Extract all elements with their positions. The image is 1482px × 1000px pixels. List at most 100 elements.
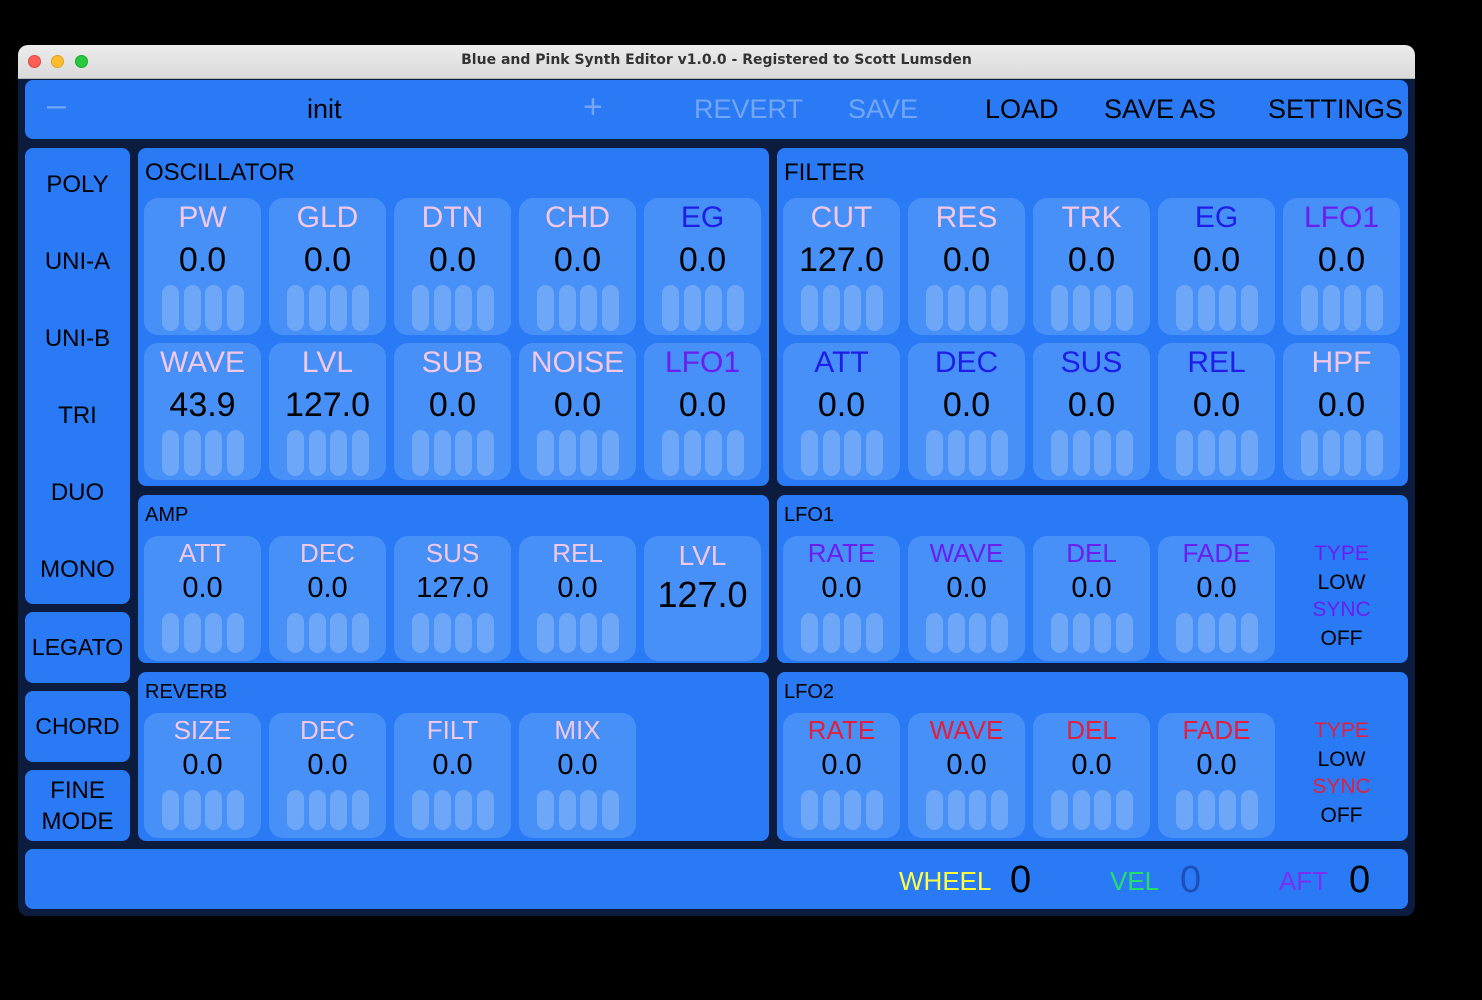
fine-step-bar[interactable] [1072, 285, 1090, 331]
osc-dtn-knob[interactable]: DTN 0.0 [394, 198, 511, 335]
fine-step-bar[interactable] [205, 430, 223, 476]
fine-step-bar[interactable] [1197, 430, 1215, 476]
filter-eg-fine-bars[interactable] [1176, 285, 1258, 331]
lfo1-fade-knob[interactable]: FADE 0.0 [1158, 536, 1275, 661]
osc-sub-fine-bars[interactable] [412, 430, 494, 476]
osc-chd-knob[interactable]: CHD 0.0 [519, 198, 636, 335]
mode-mono-button[interactable]: MONO [40, 556, 115, 583]
fine-step-bar[interactable] [1219, 285, 1237, 331]
fine-step-bar[interactable] [926, 285, 943, 331]
reverb-filt-knob[interactable]: FILT 0.0 [394, 713, 511, 838]
fine-step-bar[interactable] [947, 613, 965, 653]
fine-step-bar[interactable] [662, 430, 679, 476]
fine-step-bar[interactable] [1240, 430, 1258, 476]
fine-step-bar[interactable] [1072, 790, 1090, 830]
fine-step-bar[interactable] [969, 430, 987, 476]
filter-lfo1-fine-bars[interactable] [1301, 285, 1383, 331]
osc-pw-fine-bars[interactable] [162, 285, 244, 331]
fine-step-bar[interactable] [351, 613, 369, 653]
chord-button[interactable]: CHORD [25, 691, 130, 762]
filter-eg-knob[interactable]: EG 0.0 [1158, 198, 1275, 335]
lfo1-fade-fine-bars[interactable] [1176, 613, 1258, 653]
fine-step-bar[interactable] [726, 430, 744, 476]
fine-step-bar[interactable] [1115, 613, 1133, 653]
fine-step-bar[interactable] [1197, 285, 1215, 331]
osc-gld-fine-bars[interactable] [287, 285, 369, 331]
fine-step-bar[interactable] [601, 790, 619, 830]
mode-uni-a-button[interactable]: UNI-A [44, 248, 111, 275]
save-button[interactable]: SAVE [848, 94, 919, 124]
fine-step-bar[interactable] [412, 430, 429, 476]
fine-step-bar[interactable] [537, 430, 554, 476]
reverb-size-fine-bars[interactable] [162, 790, 244, 830]
zoom-window-button[interactable] [75, 55, 88, 68]
fine-step-bar[interactable] [801, 790, 818, 830]
osc-lvl-knob[interactable]: LVL 127.0 [269, 343, 386, 480]
fine-step-bar[interactable] [1301, 285, 1318, 331]
fine-step-bar[interactable] [1051, 430, 1068, 476]
fine-step-bar[interactable] [308, 285, 326, 331]
fine-step-bar[interactable] [580, 790, 598, 830]
osc-wave-fine-bars[interactable] [162, 430, 244, 476]
lfo1-del-knob[interactable]: DEL 0.0 [1033, 536, 1150, 661]
fine-step-bar[interactable] [308, 430, 326, 476]
lfo2-fade-fine-bars[interactable] [1176, 790, 1258, 830]
fine-step-bar[interactable] [990, 613, 1008, 653]
fine-step-bar[interactable] [1115, 430, 1133, 476]
fine-step-bar[interactable] [601, 613, 619, 653]
fine-step-bar[interactable] [433, 613, 451, 653]
filter-dec-knob[interactable]: DEC 0.0 [908, 343, 1025, 480]
fine-step-bar[interactable] [1176, 613, 1193, 653]
filter-sus-knob[interactable]: SUS 0.0 [1033, 343, 1150, 480]
fine-step-bar[interactable] [476, 790, 494, 830]
osc-eg-knob[interactable]: EG 0.0 [644, 198, 761, 335]
osc-sub-knob[interactable]: SUB 0.0 [394, 343, 511, 480]
fine-step-bar[interactable] [822, 613, 840, 653]
fine-step-bar[interactable] [433, 430, 451, 476]
fine-step-bar[interactable] [226, 790, 244, 830]
fine-step-bar[interactable] [412, 790, 429, 830]
lfo1-wave-fine-bars[interactable] [926, 613, 1008, 653]
fine-step-bar[interactable] [844, 613, 862, 653]
fine-step-bar[interactable] [330, 790, 348, 830]
fine-step-bar[interactable] [1344, 285, 1362, 331]
fine-step-bar[interactable] [537, 790, 554, 830]
fine-step-bar[interactable] [865, 430, 883, 476]
close-window-button[interactable] [28, 55, 41, 68]
lfo1-type-value[interactable]: LOW [1317, 571, 1366, 594]
fine-step-bar[interactable] [947, 430, 965, 476]
fine-step-bar[interactable] [455, 790, 473, 830]
lfo2-del-fine-bars[interactable] [1051, 790, 1133, 830]
fine-step-bar[interactable] [865, 285, 883, 331]
reverb-size-knob[interactable]: SIZE 0.0 [144, 713, 261, 838]
lfo1-rate-knob[interactable]: RATE 0.0 [783, 536, 900, 661]
osc-lfo1-fine-bars[interactable] [662, 430, 744, 476]
fine-step-bar[interactable] [558, 790, 576, 830]
fine-step-bar[interactable] [801, 613, 818, 653]
fine-step-bar[interactable] [1072, 430, 1090, 476]
lfo2-type-value[interactable]: LOW [1317, 748, 1366, 771]
minimize-window-button[interactable] [51, 55, 64, 68]
save-as-button[interactable]: SAVE AS [1104, 94, 1217, 124]
osc-gld-knob[interactable]: GLD 0.0 [269, 198, 386, 335]
fine-step-bar[interactable] [162, 613, 179, 653]
fine-step-bar[interactable] [476, 430, 494, 476]
amp-rel-fine-bars[interactable] [537, 613, 619, 653]
fine-step-bar[interactable] [476, 285, 494, 331]
fine-step-bar[interactable] [1115, 790, 1133, 830]
fine-step-bar[interactable] [865, 613, 883, 653]
amp-dec-knob[interactable]: DEC 0.0 [269, 536, 386, 661]
fine-step-bar[interactable] [1072, 613, 1090, 653]
fine-step-bar[interactable] [822, 790, 840, 830]
load-button[interactable]: LOAD [985, 94, 1059, 124]
fine-mode-button[interactable]: FINE MODE [25, 770, 130, 841]
fine-step-bar[interactable] [226, 613, 244, 653]
fine-step-bar[interactable] [330, 430, 348, 476]
settings-button[interactable]: SETTINGS [1268, 94, 1404, 124]
fine-step-bar[interactable] [162, 285, 179, 331]
fine-step-bar[interactable] [969, 790, 987, 830]
lfo1-type-sync[interactable]: TYPE LOW SYNC OFF [1283, 536, 1400, 661]
amp-att-fine-bars[interactable] [162, 613, 244, 653]
fine-step-bar[interactable] [822, 430, 840, 476]
fine-step-bar[interactable] [351, 790, 369, 830]
